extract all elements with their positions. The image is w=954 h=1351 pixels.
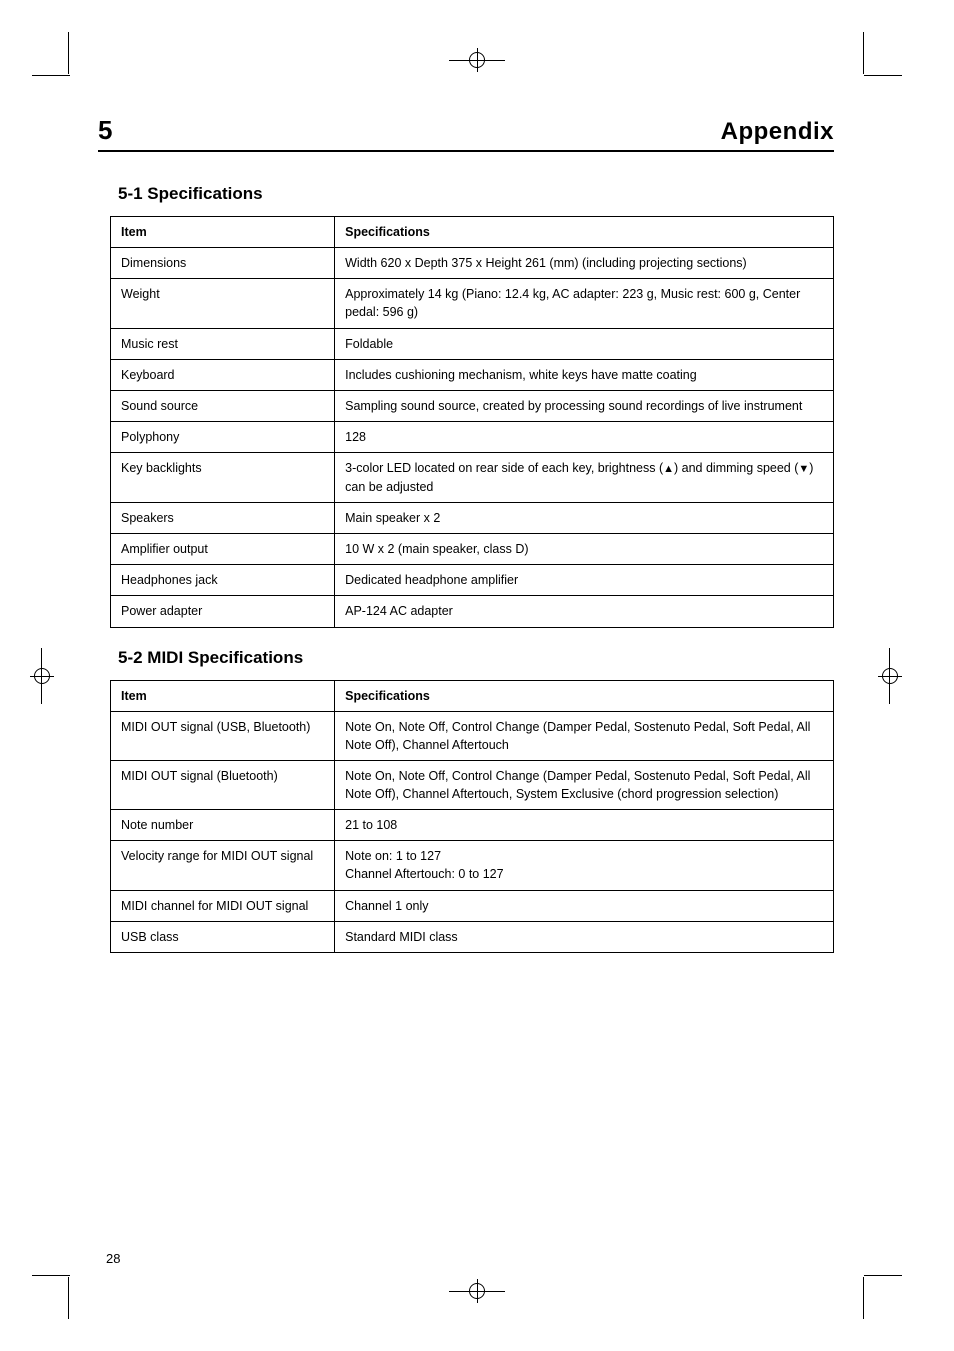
table-row: SpeakersMain speaker x 2 <box>111 503 834 534</box>
table-cell: Power adapter <box>111 596 335 627</box>
table-cell: 21 to 108 <box>335 810 834 841</box>
table-header: Item <box>111 217 335 248</box>
registration-mark-icon <box>449 40 505 80</box>
table-row: USB classStandard MIDI class <box>111 921 834 952</box>
table-cell: MIDI channel for MIDI OUT signal <box>111 890 335 921</box>
table-header: Specifications <box>335 680 834 711</box>
specifications-table: Item Specifications DimensionsWidth 620 … <box>110 216 834 628</box>
table-row: Note number21 to 108 <box>111 810 834 841</box>
table-cell: Main speaker x 2 <box>335 503 834 534</box>
crop-mark <box>864 75 902 76</box>
section-title: 5-2 MIDI Specifications <box>118 648 834 668</box>
table-row: Key backlights3-color LED located on rea… <box>111 453 834 503</box>
table-cell: Dedicated headphone amplifier <box>335 565 834 596</box>
table-cell: Note On, Note Off, Control Change (Dampe… <box>335 760 834 809</box>
table-row: MIDI OUT signal (USB, Bluetooth)Note On,… <box>111 711 834 760</box>
table-row: MIDI channel for MIDI OUT signalChannel … <box>111 890 834 921</box>
registration-mark-icon <box>22 648 62 704</box>
table-row: Amplifier output10 W x 2 (main speaker, … <box>111 534 834 565</box>
table-row: Headphones jackDedicated headphone ampli… <box>111 565 834 596</box>
table-cell: Approximately 14 kg (Piano: 12.4 kg, AC … <box>335 279 834 328</box>
table-cell: Key backlights <box>111 453 335 503</box>
table-cell: Speakers <box>111 503 335 534</box>
table-cell: Note number <box>111 810 335 841</box>
crop-mark <box>864 1275 902 1276</box>
table-cell: MIDI OUT signal (Bluetooth) <box>111 760 335 809</box>
table-row: Music restFoldable <box>111 328 834 359</box>
table-cell: 128 <box>335 421 834 452</box>
table-cell: Headphones jack <box>111 565 335 596</box>
table-cell: USB class <box>111 921 335 952</box>
chapter-header: 5 Appendix <box>98 115 834 152</box>
triangle-down-icon: ▼ <box>798 462 809 478</box>
table-row: MIDI OUT signal (Bluetooth)Note On, Note… <box>111 760 834 809</box>
crop-mark <box>863 32 864 74</box>
table-cell: Polyphony <box>111 421 335 452</box>
crop-mark <box>68 1277 69 1319</box>
registration-mark-icon <box>449 1271 505 1311</box>
table-row: Sound sourceSampling sound source, creat… <box>111 390 834 421</box>
table-cell: Includes cushioning mechanism, white key… <box>335 359 834 390</box>
table-cell: MIDI OUT signal (USB, Bluetooth) <box>111 711 335 760</box>
crop-mark <box>68 32 69 74</box>
table-cell: AP-124 AC adapter <box>335 596 834 627</box>
table-cell: Keyboard <box>111 359 335 390</box>
table-header: Specifications <box>335 217 834 248</box>
table-cell: Standard MIDI class <box>335 921 834 952</box>
table-cell: Note On, Note Off, Control Change (Dampe… <box>335 711 834 760</box>
table-row: KeyboardIncludes cushioning mechanism, w… <box>111 359 834 390</box>
table-cell: Amplifier output <box>111 534 335 565</box>
section-title: 5-1 Specifications <box>118 184 834 204</box>
table-cell: Width 620 x Depth 375 x Height 261 (mm) … <box>335 248 834 279</box>
table-cell: Sampling sound source, created by proces… <box>335 390 834 421</box>
crop-mark <box>32 75 70 76</box>
table-header: Item <box>111 680 335 711</box>
table-row: Polyphony128 <box>111 421 834 452</box>
table-row: Velocity range for MIDI OUT signalNote o… <box>111 841 834 890</box>
chapter-number: 5 <box>98 115 113 146</box>
table-cell: Music rest <box>111 328 335 359</box>
table-row: WeightApproximately 14 kg (Piano: 12.4 k… <box>111 279 834 328</box>
table-cell: 10 W x 2 (main speaker, class D) <box>335 534 834 565</box>
triangle-up-icon: ▲ <box>663 462 674 478</box>
crop-mark <box>32 1275 70 1276</box>
table-cell: Channel 1 only <box>335 890 834 921</box>
table-cell: Foldable <box>335 328 834 359</box>
table-cell: Sound source <box>111 390 335 421</box>
registration-mark-icon <box>870 648 910 704</box>
chapter-title: Appendix <box>721 118 834 146</box>
table-cell: Weight <box>111 279 335 328</box>
page-number: 28 <box>106 1251 120 1266</box>
crop-mark <box>863 1277 864 1319</box>
table-cell: Velocity range for MIDI OUT signal <box>111 841 335 890</box>
page-content: 5 Appendix 5-1 Specifications Item Speci… <box>98 115 834 1236</box>
table-cell: Dimensions <box>111 248 335 279</box>
table-row: DimensionsWidth 620 x Depth 375 x Height… <box>111 248 834 279</box>
table-cell: 3-color LED located on rear side of each… <box>335 453 834 503</box>
table-cell: Note on: 1 to 127Channel Aftertouch: 0 t… <box>335 841 834 890</box>
midi-specifications-table: Item Specifications MIDI OUT signal (USB… <box>110 680 834 953</box>
table-row: Power adapterAP-124 AC adapter <box>111 596 834 627</box>
